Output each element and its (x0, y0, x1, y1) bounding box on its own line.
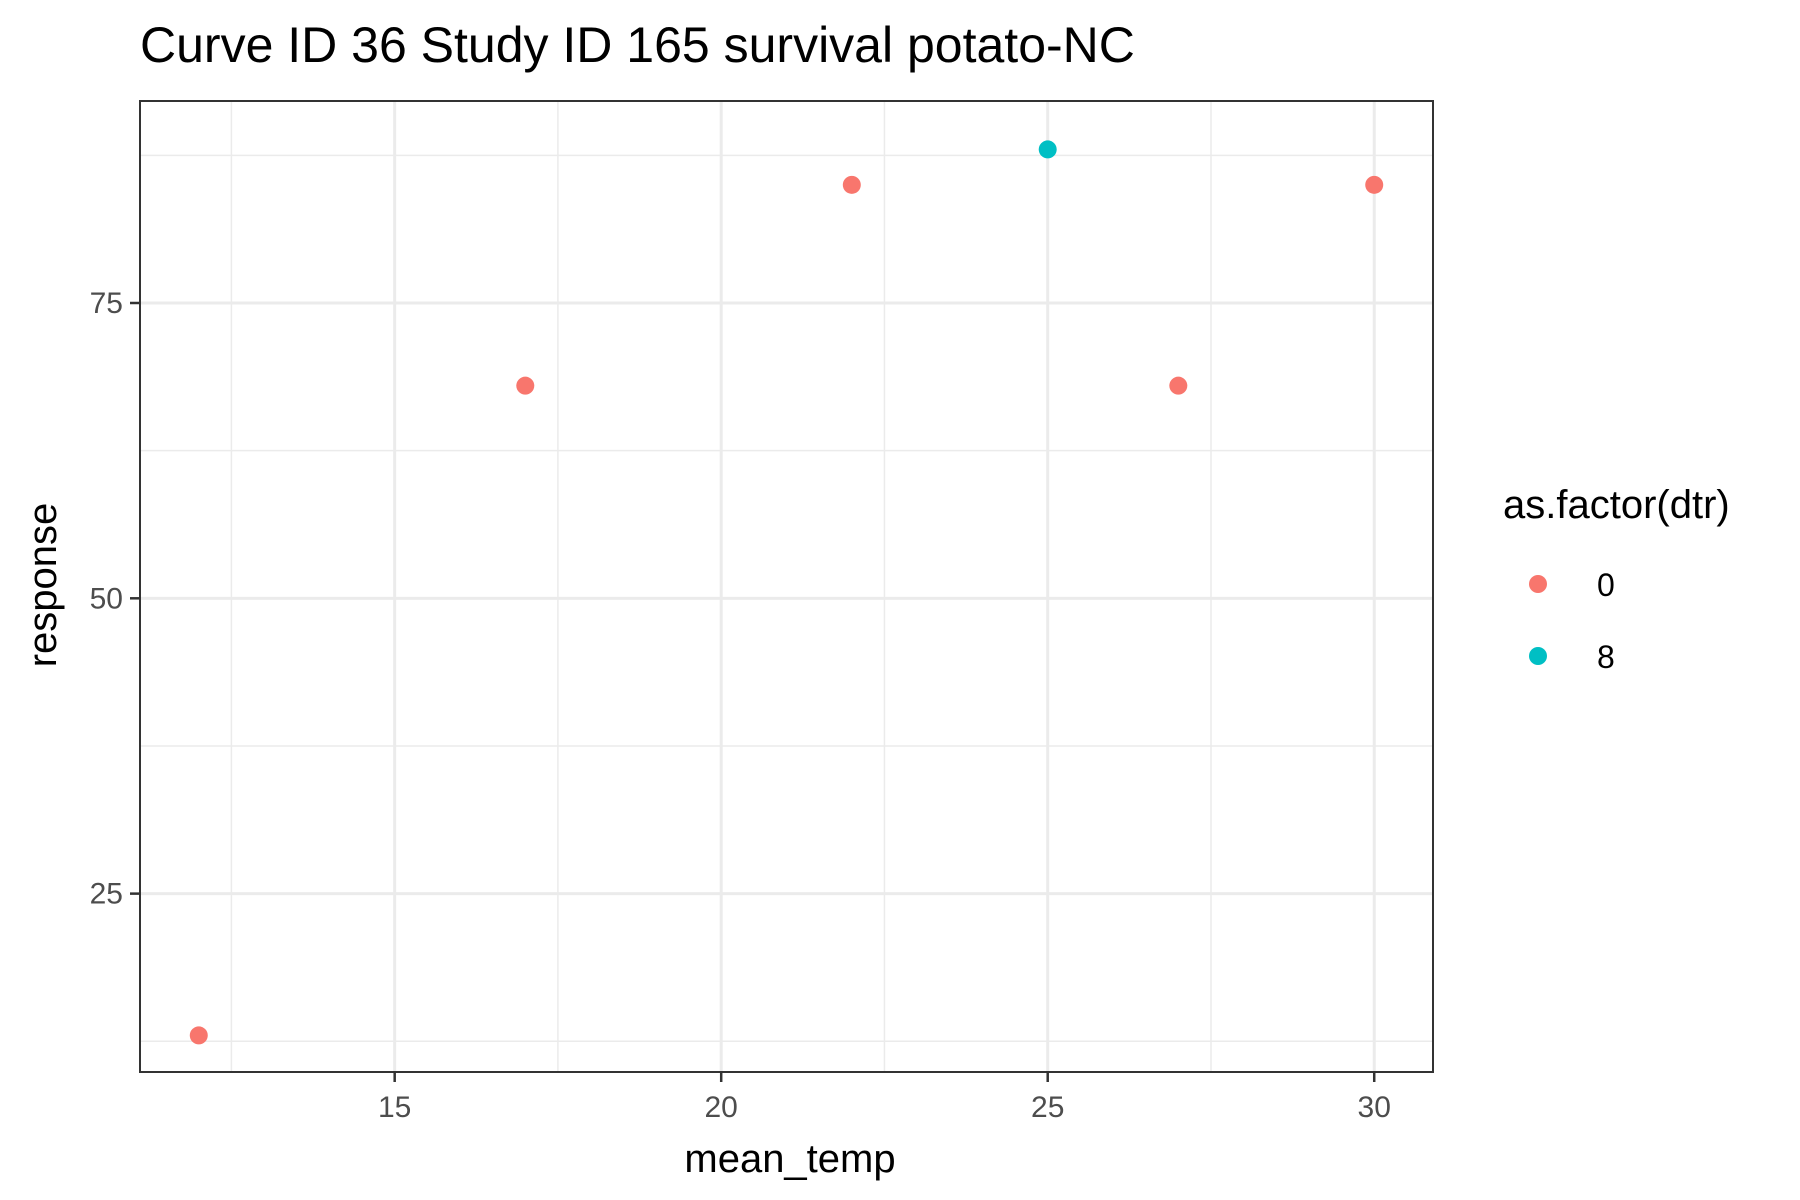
panel-border (139, 100, 1434, 1073)
legend-label: 8 (1597, 639, 1615, 675)
legend-title: as.factor(dtr) (1503, 483, 1730, 527)
major-gridlines (140, 101, 1433, 1072)
x-axis-title: mean_temp (684, 1137, 895, 1181)
panel-background (140, 101, 1433, 1072)
x-axis: 15 20 25 30 (378, 1072, 1391, 1124)
legend: as.factor(dtr) 08 (1503, 483, 1730, 675)
x-tick-label: 25 (1031, 1091, 1064, 1124)
data-point (189, 1026, 208, 1045)
data-point (1169, 376, 1188, 395)
legend-entries: 08 (1529, 567, 1615, 675)
y-tick-label: 50 (90, 582, 123, 615)
data-points (189, 140, 1384, 1045)
y-tick-label: 25 (90, 878, 123, 911)
data-point (1038, 140, 1057, 159)
data-point (516, 376, 535, 395)
x-tick-label: 20 (705, 1091, 738, 1124)
minor-gridlines (140, 101, 1433, 1072)
x-tick-label: 15 (378, 1091, 411, 1124)
legend-key (1529, 575, 1547, 593)
chart-title: Curve ID 36 Study ID 165 survival potato… (140, 17, 1135, 73)
x-tick-label: 30 (1358, 1091, 1391, 1124)
plot-panel (139, 100, 1434, 1073)
legend-label: 0 (1597, 567, 1615, 603)
data-point (842, 175, 861, 194)
legend-key (1529, 647, 1547, 665)
y-axis-title: response (21, 503, 65, 668)
y-axis: 25 50 75 (90, 287, 140, 911)
data-point (1365, 175, 1384, 194)
y-tick-label: 75 (90, 287, 123, 320)
